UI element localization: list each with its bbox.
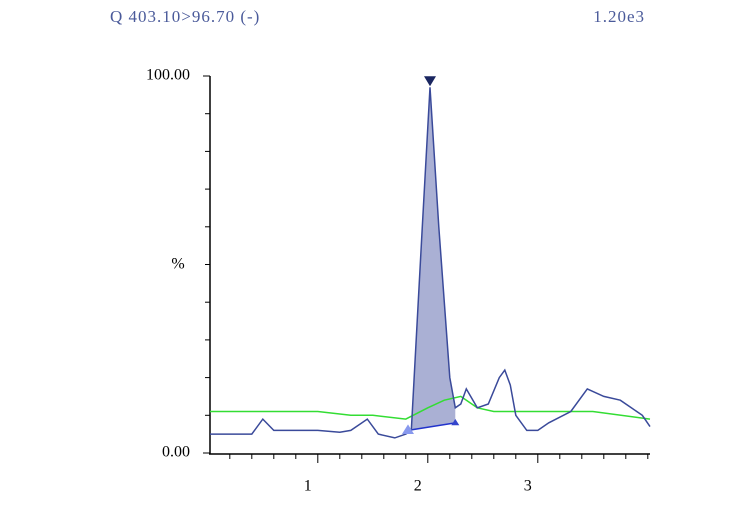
line-trace bbox=[210, 87, 651, 439]
x-tick-label: 3 bbox=[524, 478, 532, 495]
y-tick-label: 100.00 bbox=[146, 67, 190, 84]
y-tick-label: 0.00 bbox=[162, 444, 190, 461]
x-tick-label: 1 bbox=[304, 478, 312, 495]
peak-area bbox=[408, 87, 456, 433]
peak-start-marker bbox=[402, 424, 414, 434]
peak-end-marker bbox=[451, 418, 460, 426]
peak-apex-marker bbox=[424, 76, 436, 87]
line-reference bbox=[210, 395, 651, 420]
y-axis-label: % bbox=[171, 256, 184, 273]
x-tick-label: 2 bbox=[414, 478, 422, 495]
chart-title: Q 403.10>96.70 (-) bbox=[110, 7, 260, 26]
scale-label: 1.20e3 bbox=[593, 7, 645, 26]
peak-baseline bbox=[407, 422, 456, 432]
